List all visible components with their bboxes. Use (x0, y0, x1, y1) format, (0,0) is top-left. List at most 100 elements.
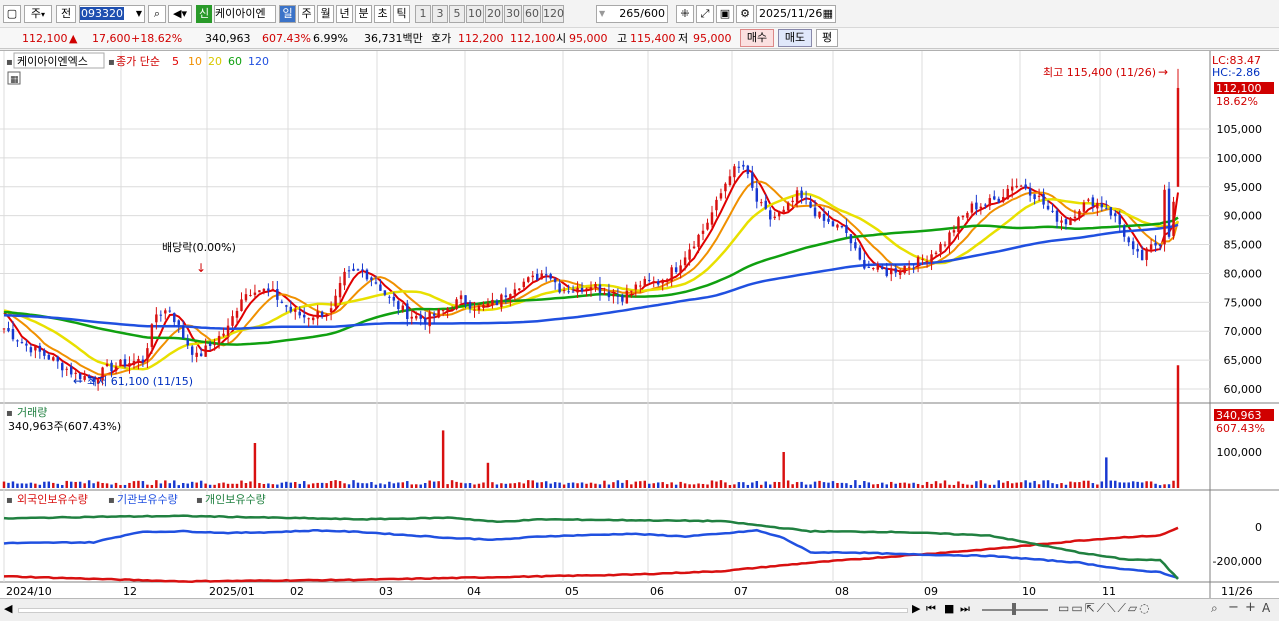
sell-button[interactable]: 매도 (778, 29, 812, 47)
candle-body (159, 314, 163, 316)
zoom-out-icon[interactable]: − (1228, 600, 1239, 615)
minute-10[interactable]: 10 (466, 5, 484, 23)
volume-bar (34, 483, 37, 488)
minute-1[interactable]: 1 (415, 5, 431, 23)
minute-20[interactable]: 20 (485, 5, 503, 23)
tool-icons[interactable]: ▭▭⇱⟋⟍⟋▱◌ (1058, 601, 1152, 615)
minute-60[interactable]: 60 (523, 5, 541, 23)
candle-body (961, 215, 965, 218)
stock-name[interactable]: 케이아이엔 (214, 5, 276, 23)
candle-body (74, 372, 77, 374)
volume-bar (455, 481, 458, 488)
date-field[interactable]: 2025/11/26 ▦ (756, 5, 836, 23)
candle-body (1096, 202, 1099, 209)
forward-icon[interactable]: ⏭ (960, 602, 970, 615)
scroll-right-icon[interactable]: ▶ (912, 602, 921, 615)
volume-bar (1149, 481, 1153, 488)
volume-bar (482, 482, 485, 488)
period-2[interactable]: 주 (298, 5, 315, 23)
candle-body (101, 367, 104, 381)
minute-120[interactable]: 120 (542, 5, 564, 23)
volume-bar (800, 481, 803, 488)
period-3[interactable]: 월 (317, 5, 334, 23)
volume-bar (195, 482, 198, 488)
period-4[interactable]: 년 (336, 5, 353, 23)
candle-body (670, 267, 673, 282)
code-input[interactable]: 093320 ▼ (79, 5, 145, 23)
candle-body (553, 278, 557, 283)
volume-bar (872, 484, 875, 488)
minute-3[interactable]: 3 (432, 5, 448, 23)
date-value: 2025/11/26 (759, 7, 823, 20)
count-field[interactable]: ▼ 265/600 (596, 5, 668, 23)
candle-body (329, 308, 333, 313)
candle-body (728, 176, 732, 185)
candle-body (289, 306, 293, 312)
volume-bar (155, 480, 158, 488)
stop-icon[interactable]: ■ (944, 602, 955, 615)
minute-30[interactable]: 30 (504, 5, 522, 23)
speaker-icon[interactable]: ◀▾ (168, 5, 192, 23)
arrows-icon[interactable]: ⤢ (696, 5, 714, 23)
prev-button[interactable]: 전 (56, 5, 76, 23)
volume-bar (47, 481, 51, 488)
font-size-icon[interactable]: A (1262, 601, 1271, 615)
chart-svg[interactable]: 60,000 65,000 70,000 75,000 80,000 85,000 90,0… (0, 51, 1279, 599)
volume-bar (7, 482, 10, 488)
zoom-search-icon[interactable]: ⌕ (1211, 601, 1218, 615)
zoom-in-icon[interactable]: + (1245, 600, 1256, 615)
volume-bar (401, 482, 405, 488)
type-select[interactable]: 주▾ (24, 5, 52, 23)
volume-bar (961, 483, 965, 488)
ma-5: 5 (172, 55, 179, 68)
period-5[interactable]: 분 (355, 5, 372, 23)
volume-bar (361, 483, 364, 488)
buy-button[interactable]: 매수 (740, 29, 774, 47)
candle-body (1078, 210, 1081, 218)
volume-bar (500, 483, 503, 488)
open-label: 시 (556, 32, 567, 45)
candle-body (827, 218, 830, 222)
volume-bar (876, 484, 880, 488)
volume-bar (724, 482, 727, 488)
volume-bar (146, 484, 149, 488)
candle-body (567, 291, 570, 293)
scroll-left-icon[interactable]: ◀ (4, 602, 13, 615)
minute-5[interactable]: 5 (449, 5, 465, 23)
avg-button[interactable]: 평 (816, 29, 838, 47)
rewind-icon[interactable]: ⏮ (926, 602, 936, 615)
volume-bar (271, 484, 275, 488)
date-tick-label: 10 (1022, 585, 1036, 598)
candle-body (61, 363, 64, 371)
period-1[interactable]: 일 (279, 5, 296, 23)
candle-body (889, 268, 893, 275)
volume-bar (943, 480, 947, 488)
menu-icon[interactable]: ▢ (3, 5, 21, 23)
volume-bar (190, 481, 194, 488)
volume-bar (446, 484, 449, 488)
candle-body (607, 291, 611, 298)
volume-bar (1176, 365, 1180, 488)
table-toggle-icon[interactable] (7, 71, 21, 85)
low-label: 저 (678, 32, 689, 45)
volume-bar (128, 482, 131, 488)
candle-body (683, 257, 687, 266)
volume-bar (370, 482, 373, 488)
candle-body (119, 359, 122, 367)
period-7[interactable]: 틱 (393, 5, 410, 23)
high: 115,400 (630, 32, 676, 45)
period-6[interactable]: 초 (374, 5, 391, 23)
candle-body (625, 290, 629, 304)
candle-body (845, 225, 848, 233)
svg-text:▦: ▦ (10, 75, 19, 85)
scrollbar[interactable] (18, 608, 908, 613)
crosshair-icon[interactable]: ⁜ (676, 5, 694, 23)
save-icon[interactable]: ▣ (716, 5, 734, 23)
ma-60: 60 (228, 55, 242, 68)
gear-icon[interactable]: ⚙ (736, 5, 754, 23)
svg-text:▪: ▪ (196, 495, 203, 506)
chart-area[interactable]: 60,000 65,000 70,000 75,000 80,000 85,000 90,0… (0, 50, 1279, 599)
zoom-slider-handle[interactable] (1012, 603, 1016, 615)
search-icon[interactable]: ⌕ (148, 5, 166, 23)
candle-body (952, 230, 956, 233)
